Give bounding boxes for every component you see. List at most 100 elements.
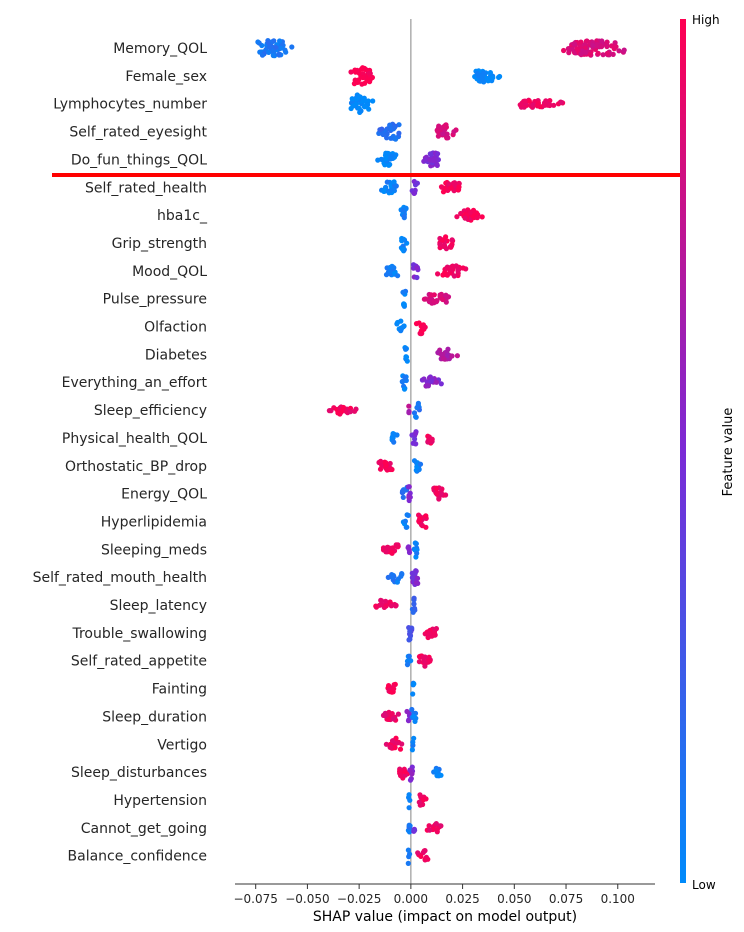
shap-point	[428, 378, 434, 384]
shap-point	[598, 44, 605, 50]
shap-point	[420, 797, 427, 803]
feature-label: Lymphocytes_number	[53, 97, 207, 113]
x-tick-label: 0.050	[497, 892, 531, 906]
shap-point	[387, 466, 393, 473]
feature-label: Self_rated_eyesight	[69, 125, 207, 141]
shap-point	[411, 601, 417, 607]
shap-point	[348, 105, 354, 112]
shap-point	[410, 739, 416, 745]
shap-point	[438, 491, 444, 498]
shap-point	[522, 98, 528, 104]
shap-point	[440, 356, 446, 362]
shap-point	[431, 298, 437, 304]
shap-point	[616, 48, 622, 54]
shap-point	[409, 771, 415, 777]
shap-point	[414, 180, 420, 186]
shap-point	[266, 44, 273, 50]
x-tick-label: 0.075	[549, 892, 583, 906]
feature-label: Self_rated_mouth_health	[33, 570, 207, 586]
shap-point	[434, 162, 440, 168]
shap-point	[451, 129, 457, 135]
shap-point	[417, 461, 424, 467]
shap-point	[384, 131, 390, 137]
shap-point	[406, 854, 412, 860]
feature-label: Grip_strength	[112, 236, 207, 252]
shap-point	[569, 46, 575, 52]
feature-label: Sleep_efficiency	[94, 403, 207, 419]
shap-point	[438, 772, 444, 778]
x-tick-label: 0.000	[394, 892, 428, 906]
shap-point	[406, 403, 412, 409]
shap-point	[410, 609, 416, 615]
shap-point	[405, 718, 412, 724]
shap-point	[454, 353, 460, 359]
shap-point	[277, 38, 283, 44]
feature-label: Sleeping_meds	[101, 542, 207, 558]
shap-point	[259, 52, 266, 58]
shap-point	[420, 849, 426, 856]
shap-point	[433, 485, 439, 491]
shap-point	[397, 768, 403, 775]
shap-point	[439, 351, 445, 357]
shap-point	[405, 860, 411, 867]
shap-point	[460, 265, 466, 271]
feature-label: Hyperlipidemia	[101, 514, 207, 530]
shap-point	[448, 266, 454, 272]
shap-point	[435, 151, 441, 157]
feature-label: Fainting	[152, 682, 207, 698]
shap-point	[433, 768, 439, 774]
shap-point	[422, 663, 428, 669]
x-tick-label: 0.025	[445, 892, 479, 906]
shap-point	[407, 797, 413, 803]
shap-point	[387, 188, 394, 194]
shap-point	[383, 603, 389, 609]
shap-point	[343, 408, 349, 414]
shap-point	[543, 98, 549, 104]
shap-point	[413, 568, 419, 574]
shap-point	[590, 42, 596, 49]
shap-point	[434, 490, 440, 496]
shap-point	[621, 47, 627, 53]
shap-point	[399, 741, 405, 747]
shap-point	[326, 408, 332, 414]
shap-point	[348, 69, 354, 75]
shap-point	[413, 580, 419, 586]
shap-point	[409, 747, 415, 753]
shap-point	[387, 156, 393, 162]
shap-point	[474, 215, 480, 221]
feature-label: Vertigo	[157, 737, 207, 753]
shap-point	[428, 292, 434, 298]
shap-point	[339, 408, 345, 414]
shap-point	[610, 51, 616, 58]
shap-point	[414, 405, 420, 411]
shap-point	[440, 131, 446, 137]
shap-point	[411, 681, 417, 687]
shap-point	[426, 823, 432, 829]
shap-point	[604, 43, 610, 49]
shap-point	[383, 272, 390, 278]
shap-point	[402, 769, 408, 775]
shap-point	[447, 244, 453, 250]
shap-point	[423, 513, 429, 519]
shap-point	[255, 39, 261, 45]
shap-point	[411, 595, 417, 601]
shap-point	[450, 180, 457, 186]
feature-label: Sleep_latency	[110, 598, 207, 614]
shap-point	[496, 74, 502, 80]
shap-point	[427, 151, 433, 157]
shap-point	[384, 544, 390, 551]
shap-point	[273, 44, 279, 50]
feature-label: Pulse_pressure	[103, 292, 207, 308]
shap-point	[396, 130, 402, 136]
shap-point	[453, 263, 459, 269]
feature-label: Energy_QOL	[121, 487, 207, 503]
shap-point	[406, 805, 412, 811]
shap-point	[406, 653, 412, 659]
shap-point	[445, 352, 451, 359]
shap-point	[394, 740, 400, 746]
shap-point	[383, 598, 389, 604]
shap-point	[393, 136, 399, 142]
shap-point	[440, 272, 446, 278]
shap-point	[572, 41, 578, 47]
shap-point	[578, 51, 584, 57]
